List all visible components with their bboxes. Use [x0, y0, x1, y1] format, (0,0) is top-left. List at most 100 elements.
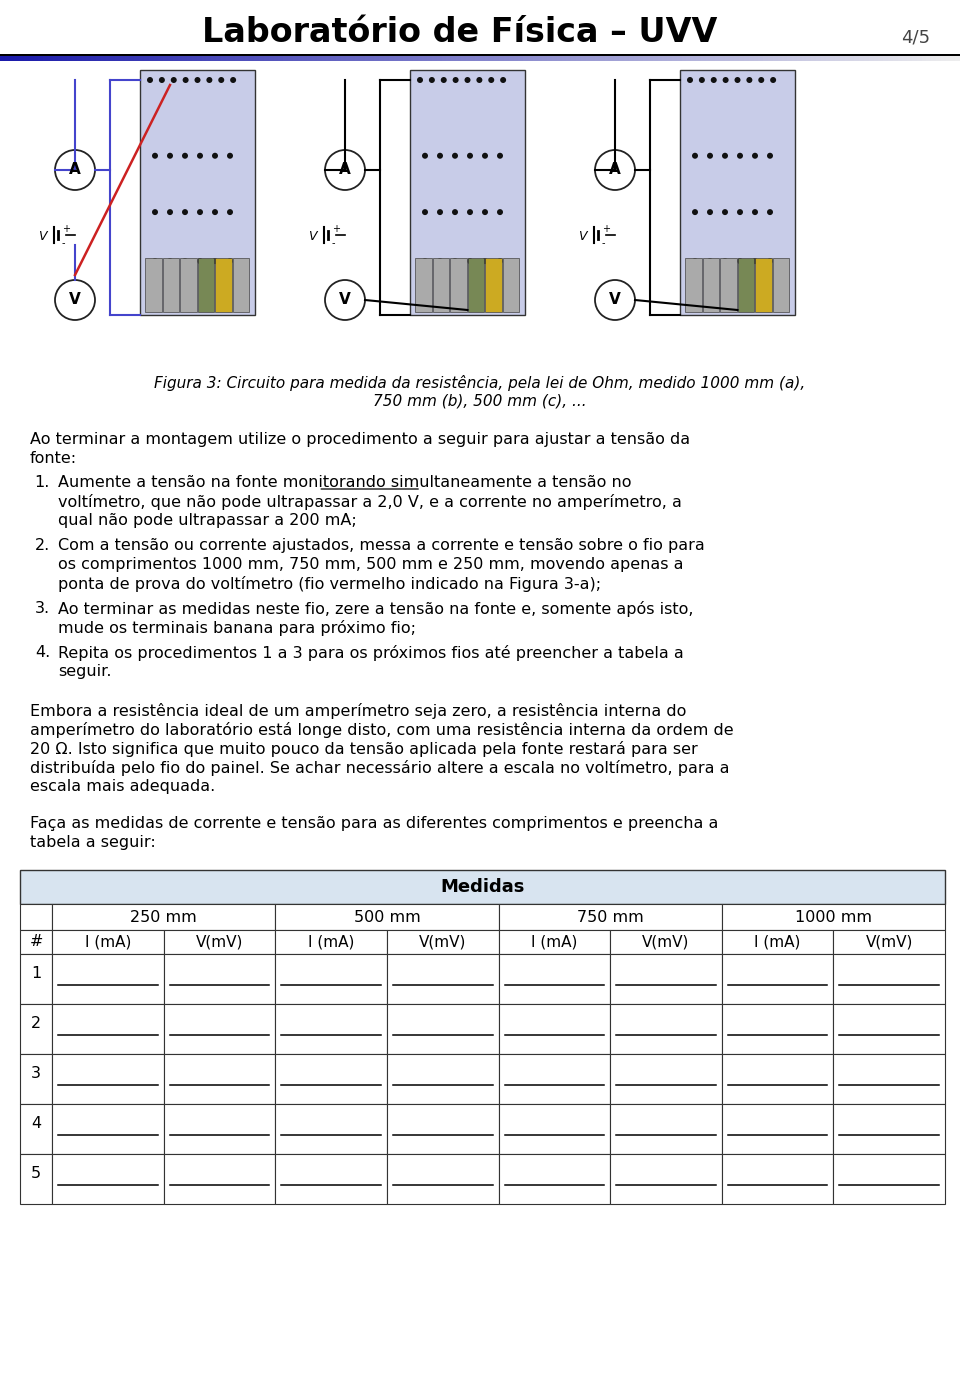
Circle shape [752, 153, 758, 159]
Bar [427, 55, 433, 61]
Bar [43, 55, 49, 61]
Bar [468, 258, 484, 312]
Bar [773, 258, 789, 312]
Bar [298, 55, 303, 61]
Bar [370, 55, 375, 61]
Circle shape [422, 210, 428, 215]
Bar [833, 1105, 945, 1154]
Bar [691, 55, 697, 61]
Bar [498, 1054, 611, 1105]
Bar [276, 1054, 387, 1105]
Text: I (mA): I (mA) [531, 935, 578, 950]
Bar [802, 55, 807, 61]
Bar [48, 55, 54, 61]
Bar [667, 55, 673, 61]
Bar [611, 954, 722, 1004]
Circle shape [325, 280, 365, 320]
Bar [634, 55, 639, 61]
Circle shape [147, 77, 153, 83]
Bar [931, 55, 937, 61]
Bar [72, 55, 78, 61]
Circle shape [182, 77, 188, 83]
Bar [720, 258, 736, 312]
Circle shape [497, 258, 503, 265]
Text: seguir.: seguir. [58, 665, 111, 678]
Circle shape [722, 210, 728, 215]
Text: 1: 1 [31, 967, 41, 980]
Circle shape [437, 153, 443, 159]
Bar [552, 55, 558, 61]
Text: Embora a resistência ideal de um amperímetro seja zero, a resistência interna do: Embora a resistência ideal de um amperím… [30, 703, 686, 718]
Bar [312, 55, 318, 61]
Bar [187, 55, 193, 61]
Bar [605, 55, 611, 61]
Bar [276, 905, 498, 929]
Bar [833, 1004, 945, 1054]
Text: 750 mm (b), 500 mm (c), ...: 750 mm (b), 500 mm (c), ... [373, 393, 587, 408]
Bar [581, 55, 587, 61]
Bar [450, 258, 467, 312]
Circle shape [230, 77, 236, 83]
Bar [907, 55, 913, 61]
Circle shape [476, 77, 482, 83]
Text: V(mV): V(mV) [196, 935, 243, 950]
Bar [67, 55, 73, 61]
Bar [722, 1105, 833, 1154]
Bar [498, 1105, 611, 1154]
Bar [24, 55, 30, 61]
Bar [461, 55, 467, 61]
Text: 1000 mm: 1000 mm [795, 910, 872, 924]
Text: I (mA): I (mA) [755, 935, 801, 950]
Bar [498, 1154, 611, 1204]
Bar [307, 55, 313, 61]
Text: 4: 4 [31, 1116, 41, 1131]
Bar [259, 55, 265, 61]
Bar [52, 905, 276, 929]
Bar [120, 55, 126, 61]
Text: A: A [339, 163, 350, 178]
Bar [498, 1004, 611, 1054]
Circle shape [707, 210, 713, 215]
Bar [139, 55, 145, 61]
Bar [58, 55, 63, 61]
Bar [624, 55, 630, 61]
Bar [198, 258, 214, 312]
Bar [878, 55, 884, 61]
Bar [346, 55, 351, 61]
Bar [542, 55, 548, 61]
Bar [926, 55, 932, 61]
Text: Com a tensão ou corrente ajustados, messa a corrente e tensão sobre o fio para: Com a tensão ou corrente ajustados, mess… [58, 538, 705, 553]
Text: -: - [602, 239, 606, 248]
Bar [754, 55, 759, 61]
Bar [216, 55, 222, 61]
Bar [833, 954, 945, 1004]
Bar [566, 55, 572, 61]
Bar [922, 55, 927, 61]
Bar [437, 55, 443, 61]
Bar [677, 55, 683, 61]
Bar [387, 1105, 498, 1154]
Circle shape [195, 77, 201, 83]
Bar [797, 55, 803, 61]
Text: V(mV): V(mV) [866, 935, 913, 950]
Text: A: A [610, 163, 621, 178]
Text: Faça as medidas de corrente e tensão para as diferentes comprimentos e preencha : Faça as medidas de corrente e tensão par… [30, 816, 718, 832]
Bar [413, 55, 419, 61]
Bar [110, 55, 116, 61]
Circle shape [707, 258, 713, 265]
Bar [653, 55, 659, 61]
Bar [20, 1154, 52, 1204]
Text: V(mV): V(mV) [419, 935, 467, 950]
Bar [446, 55, 452, 61]
Bar [518, 55, 524, 61]
Bar [758, 55, 764, 61]
Text: mude os terminais banana para próximo fio;: mude os terminais banana para próximo fi… [58, 621, 416, 636]
Bar [893, 55, 899, 61]
Circle shape [482, 210, 488, 215]
Text: +: + [332, 223, 340, 234]
Bar [638, 55, 644, 61]
Bar [833, 1054, 945, 1105]
Bar [792, 55, 798, 61]
Circle shape [441, 77, 446, 83]
Circle shape [722, 258, 728, 265]
